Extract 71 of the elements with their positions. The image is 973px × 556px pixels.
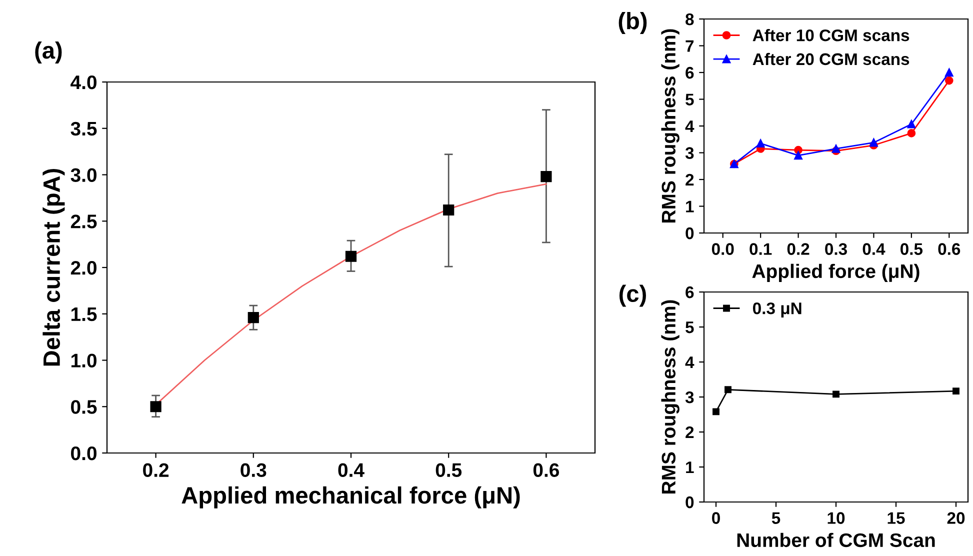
y-tick-label: 7 xyxy=(686,40,694,52)
point xyxy=(944,76,954,85)
y-tick-label: 0 xyxy=(686,227,694,240)
y-tick-label: 6 xyxy=(686,66,694,79)
point xyxy=(345,250,357,262)
y-tick-label: 2 xyxy=(686,426,694,438)
x-tick-label: 0.5 xyxy=(436,463,462,478)
point xyxy=(724,386,732,394)
chart-title: (b) xyxy=(618,12,647,34)
x-tick-label: 5 xyxy=(772,512,780,524)
x-tick-label: 10 xyxy=(828,512,845,524)
y-axis-title: Delta current (pA) xyxy=(42,168,65,366)
point xyxy=(248,312,259,324)
x-tick-label: 20 xyxy=(947,512,965,524)
y-tick-label: 1.5 xyxy=(71,308,97,322)
y-tick-label: 2.0 xyxy=(70,260,96,275)
point xyxy=(712,408,720,416)
x-axis-title: Applied force (μN) xyxy=(752,264,920,282)
x-tick-label: 15 xyxy=(888,512,905,524)
x-tick-label: 0.4 xyxy=(338,463,364,478)
y-axis-title: RMS roughness (nm) xyxy=(661,300,680,494)
legend-label: After 20 CGM scans xyxy=(752,52,910,66)
legend-label: After 10 CGM scans xyxy=(752,29,910,42)
y-tick-label: 2.5 xyxy=(70,214,97,228)
point xyxy=(832,390,840,398)
point xyxy=(907,129,916,138)
y-axis-title: RMS roughness (nm) xyxy=(661,29,680,222)
chart-title: (a) xyxy=(35,41,62,64)
y-tick-label: 0.0 xyxy=(71,446,96,460)
y-tick-label: 3 xyxy=(685,391,694,404)
chart-title: (c) xyxy=(619,284,646,307)
y-tick-label: 1 xyxy=(686,200,694,212)
y-tick-label: 4.0 xyxy=(70,75,96,90)
point xyxy=(540,171,552,182)
x-axis-title: Applied mechanical force (μN) xyxy=(182,486,520,508)
point xyxy=(870,138,878,147)
x-tick-label: 0.1 xyxy=(750,243,772,255)
x-tick-label: 0.2 xyxy=(787,243,810,255)
x-axis-title: Number of CGM Scan xyxy=(737,532,935,548)
y-tick-label: 5 xyxy=(686,94,694,106)
x-tick-label: 0 xyxy=(712,512,720,524)
x-tick-label: 0.2 xyxy=(143,463,169,478)
y-tick-label: 3.5 xyxy=(70,122,97,136)
point xyxy=(944,68,954,77)
point xyxy=(952,388,960,395)
x-tick-label: 0.0 xyxy=(712,243,734,255)
y-tick-label: 0 xyxy=(686,496,694,508)
legend-label: 0.3 μN xyxy=(752,302,802,318)
point xyxy=(832,144,840,153)
y-tick-label: 6 xyxy=(686,286,694,298)
x-tick-label: 0.5 xyxy=(900,243,923,255)
y-tick-label: 3.0 xyxy=(70,168,96,182)
y-tick-label: 4 xyxy=(685,120,694,132)
point xyxy=(756,139,765,148)
y-tick-label: 5 xyxy=(686,322,694,334)
y-tick-label: 3 xyxy=(685,147,694,159)
x-tick-label: 0.3 xyxy=(825,243,847,255)
x-tick-label: 0.3 xyxy=(240,463,266,478)
point xyxy=(794,151,802,160)
y-tick-label: 2 xyxy=(686,174,694,186)
x-tick-label: 0.4 xyxy=(862,243,886,255)
y-tick-label: 8 xyxy=(686,13,694,26)
x-tick-label: 0.6 xyxy=(938,243,960,255)
x-tick-label: 0.6 xyxy=(533,463,560,478)
point xyxy=(150,401,162,412)
y-tick-label: 0.5 xyxy=(71,400,97,414)
point xyxy=(907,120,916,128)
y-tick-label: 4 xyxy=(685,356,694,368)
y-tick-label: 1 xyxy=(686,462,694,474)
point xyxy=(443,204,454,216)
y-tick-label: 1.0 xyxy=(71,354,96,368)
